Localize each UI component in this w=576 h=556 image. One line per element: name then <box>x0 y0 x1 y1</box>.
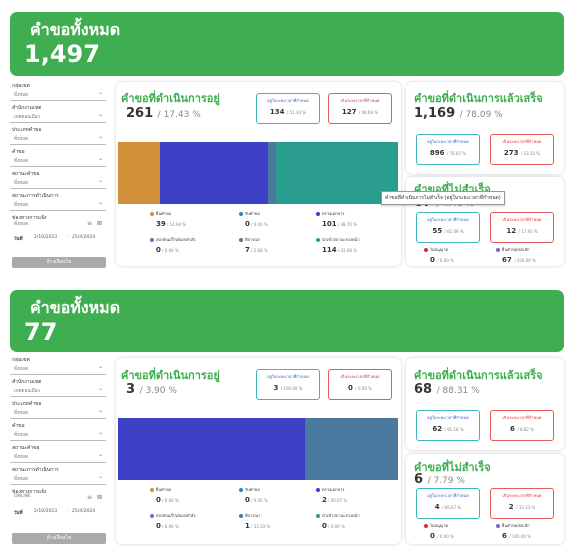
in-progress-title: คำขอที่ดำเนินการอยู่ <box>121 92 220 105</box>
in-progress-value: 261 / 17.43 % <box>126 106 201 121</box>
in-progress-over-box: เกินระยะเวลาที่กำหนด 0 / 0.00 % <box>328 369 392 400</box>
in-progress-over-box: เกินระยะเวลาที่กำหนด 127 / 48.66 % <box>328 93 392 124</box>
chevron-down-icon: ⌄ <box>97 155 103 162</box>
failed-within-box: อยู่ในระยะเวลาที่กำหนด 55 / 82.09 % <box>416 212 480 243</box>
done-within-box: อยู่ในระยะเวลาที่กำหนด 896 / 76.65 % <box>416 134 480 165</box>
legend-item: ตรวจเอกสาร 2 / 66.67 % <box>316 486 347 504</box>
date-range[interactable]: วันที่ 2/10/2023-25/4/2024 <box>14 509 96 516</box>
group-select[interactable]: กลุ่มเขต ทั้งหมด ⌄ <box>10 82 106 101</box>
bar-segment-ยื่นคำขอ[interactable] <box>118 142 160 204</box>
done-over-box: เกินระยะเวลาที่กำหนด 6 / 8.82 % <box>490 410 554 441</box>
channel-input[interactable]: ช่องทางการแจ้ง ONLINE ≡ ⊠ <box>12 489 102 501</box>
group-select[interactable]: กลุ่มเขต ทั้งหมด ⌄ <box>10 356 106 375</box>
status-select[interactable]: สถานะคำขอ ทั้งหมด ⌄ <box>10 444 106 463</box>
type-select[interactable]: ประเภทคำขอ ทั้งหมด ⌄ <box>10 400 106 419</box>
chevron-down-icon: ⌄ <box>97 177 103 184</box>
in-progress-card: คำขอที่ดำเนินการอยู่ 3 / 3.90 % อยู่ในระ… <box>116 358 401 544</box>
chevron-down-icon: ⌄ <box>97 89 103 96</box>
failed-over-box: เกินระยะเวลาที่กำหนด 12 / 17.91 % <box>490 212 554 243</box>
process-status-select[interactable]: สถานะการดำเนินการ ทั้งหมด ⌄ <box>10 466 106 485</box>
chevron-down-icon: ⌄ <box>97 363 103 370</box>
legend-item: รับคำขอ 0 / 0.00 % <box>239 486 268 504</box>
total-requests-banner: คำขอทั้งหมด 77 <box>10 290 564 352</box>
banner-value: 1,497 <box>24 40 100 68</box>
clear-conditions-button[interactable]: ล้างเงื่อนไข <box>12 533 106 544</box>
bar-segment-นำเข้าสถานะล่วงหน้า[interactable] <box>275 142 398 204</box>
legend-cancel: ยื่นคำขอ/ยกเลิก 67 / 100.00 % <box>496 246 536 264</box>
in-progress-title: คำขอที่ดำเนินการอยู่ <box>121 369 220 382</box>
clear-conditions-button[interactable]: ล้างเงื่อนไข <box>12 257 106 268</box>
tooltip: คำขอที่ดำเนินการไม่สำเร็จ (อยู่ในระยะเวล… <box>381 191 505 205</box>
legend-item: ยื่นคำขอ 39 / 14.94 % <box>150 210 186 228</box>
legend-item: นำเข้าสถานะล่วงหน้า 0 / 0.00 % <box>316 512 360 530</box>
filter-panel: กลุ่มเขต ทั้งหมด ⌄ สำนักงานเขต เขตดอนเมือง ⌄… <box>10 356 108 544</box>
legend-reject: ไม่อนุญาต 0 / 0.00 % <box>424 522 454 540</box>
failed-value: 6 / 7.79 % <box>414 472 465 487</box>
bar-segment-พิจารณา[interactable] <box>268 142 276 204</box>
legend-item: ตรวจเอกสาร 101 / 38.70 % <box>316 210 357 228</box>
chevron-down-icon: ⌄ <box>97 429 103 436</box>
legend-item: ส่งกลับแก้ไข/ออกคำสั่ง 0 / 0.00 % <box>150 236 195 254</box>
process-status-select[interactable]: สถานะการดำเนินการ ทั้งหมด ⌄ <box>10 192 106 211</box>
chevron-down-icon: ⌄ <box>97 473 103 480</box>
date-to[interactable]: 25/4/2024 <box>72 509 96 514</box>
date-range[interactable]: วันที่ 2/10/2023-25/4/2024 <box>14 235 96 242</box>
date-to[interactable]: 25/4/2024 <box>72 235 96 240</box>
total-requests-banner: คำขอทั้งหมด 1,497 <box>10 12 564 76</box>
chevron-down-icon: ⌄ <box>97 385 103 392</box>
stage-stacked-bar <box>118 142 398 204</box>
done-card: คำขอที่ดำเนินการแล้วเสร็จ 68 / 88.31 % อ… <box>406 358 564 450</box>
done-within-box: อยู่ในระยะเวลาที่กำหนด 62 / 91.18 % <box>416 410 480 441</box>
failed-card: คำขอที่ไม่สำเร็จ 6 / 7.79 % อยู่ในระยะเว… <box>406 454 564 544</box>
filter-panel: กลุ่มเขต ทั้งหมด ⌄ สำนักงานเขต เขตดอนเมือง ⌄… <box>10 82 108 268</box>
type-select[interactable]: ประเภทคำขอ ทั้งหมด ⌄ <box>10 126 106 145</box>
done-value: 68 / 88.31 % <box>414 382 480 397</box>
banner-value: 77 <box>24 318 58 346</box>
filter-icon[interactable]: ≡ <box>86 220 92 227</box>
legend-cancel: ยื่นคำขอ/ยกเลิก 6 / 100.00 % <box>496 522 531 540</box>
bar-segment-ตรวจเอกสาร[interactable] <box>159 142 269 204</box>
clear-filter-icon[interactable]: ⊠ <box>96 220 102 227</box>
clear-filter-icon[interactable]: ⊠ <box>96 494 102 501</box>
legend-item: รับคำขอ 0 / 0.00 % <box>239 210 268 228</box>
in-progress-card: คำขอที่ดำเนินการอยู่ 261 / 17.43 % อยู่ใ… <box>116 82 401 266</box>
office-select[interactable]: สำนักงานเขต เขตดอนเมือง ⌄ <box>10 104 106 123</box>
in-progress-value: 3 / 3.90 % <box>126 382 177 397</box>
failed-title: คำขอที่ไม่สำเร็จ <box>414 461 491 474</box>
failed-within-box: อยู่ในระยะเวลาที่กำหนด 4 / 66.67 % <box>416 488 480 519</box>
done-title: คำขอที่ดำเนินการแล้วเสร็จ <box>414 92 543 105</box>
chevron-down-icon: ⌄ <box>97 133 103 140</box>
done-title: คำขอที่ดำเนินการแล้วเสร็จ <box>414 369 543 382</box>
chevron-down-icon: ⌄ <box>97 407 103 414</box>
status-select[interactable]: สถานะคำขอ ทั้งหมด ⌄ <box>10 170 106 189</box>
chevron-down-icon: ⌄ <box>97 451 103 458</box>
legend-item: พิจารณา 1 / 33.33 % <box>239 512 270 530</box>
request-select[interactable]: คำขอ ทั้งหมด ⌄ <box>10 422 106 441</box>
date-from[interactable]: 2/10/2023 <box>34 235 58 240</box>
legend-reject: ไม่อนุญาต 0 / 0.00 % <box>424 246 454 264</box>
bar-segment-พิจารณา[interactable] <box>304 418 398 480</box>
legend-item: ยื่นคำขอ 0 / 0.00 % <box>150 486 179 504</box>
filter-icon[interactable]: ≡ <box>86 494 92 501</box>
in-progress-within-box: อยู่ในระยะเวลาที่กำหนด 3 / 100.00 % <box>256 369 320 400</box>
failed-over-box: เกินระยะเวลาที่กำหนด 2 / 33.33 % <box>490 488 554 519</box>
done-card: คำขอที่ดำเนินการแล้วเสร็จ 1,169 / 78.09 … <box>406 82 564 174</box>
chevron-down-icon: ⌄ <box>97 199 103 206</box>
date-from[interactable]: 2/10/2023 <box>34 509 58 514</box>
banner-title: คำขอทั้งหมด <box>30 20 121 39</box>
chevron-down-icon: ⌄ <box>97 111 103 118</box>
legend-item: ส่งกลับแก้ไข/ออกคำสั่ง 0 / 0.00 % <box>150 512 195 530</box>
legend-item: นำเข้าสถานะล่วงหน้า 114 / 43.68 % <box>316 236 360 254</box>
in-progress-within-box: อยู่ในระยะเวลาที่กำหนด 134 / 51.34 % <box>256 93 320 124</box>
office-select[interactable]: สำนักงานเขต เขตดอนเมือง ⌄ <box>10 378 106 397</box>
channel-input[interactable]: ช่องทางการแจ้ง ทั้งหมด ≡ ⊠ <box>12 215 102 227</box>
banner-title: คำขอทั้งหมด <box>30 298 121 317</box>
done-value: 1,169 / 78.09 % <box>414 106 503 121</box>
done-over-box: เกินระยะเวลาที่กำหนด 273 / 23.35 % <box>490 134 554 165</box>
legend-item: พิจารณา 7 / 2.68 % <box>239 236 268 254</box>
bar-segment-ตรวจเอกสาร[interactable] <box>118 418 305 480</box>
stage-stacked-bar <box>118 418 398 480</box>
request-select[interactable]: คำขอ ทั้งหมด ⌄ <box>10 148 106 167</box>
